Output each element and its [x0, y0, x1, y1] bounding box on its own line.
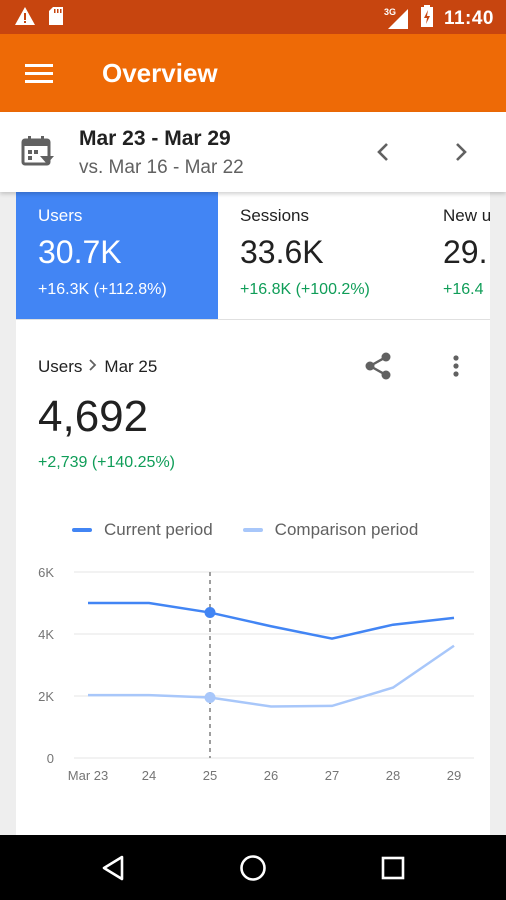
compare-range-label[interactable]: vs. Mar 16 - Mar 22	[79, 157, 244, 178]
legend-item-comparison[interactable]: Comparison period	[242, 520, 419, 540]
metric-value: 29.	[443, 234, 488, 270]
legend-item-current[interactable]: Current period	[72, 520, 213, 540]
highlight-point-comparison	[204, 691, 216, 703]
more-vert-icon[interactable]	[446, 350, 466, 382]
metric-tile-users[interactable]: Users 30.7K +16.3K (+112.8%)	[16, 192, 218, 319]
breadcrumb-date: Mar 25	[104, 357, 158, 376]
metric-delta: +16.4	[443, 281, 484, 298]
calendar-icon[interactable]	[20, 134, 56, 175]
metric-delta: +16.3K (+112.8%)	[38, 281, 167, 298]
breadcrumb-metric: Users	[38, 357, 83, 376]
series-line-comparison	[88, 644, 455, 708]
metric-value: 33.6K	[240, 234, 324, 270]
status-time: 11:40	[443, 7, 494, 29]
battery-charging-icon	[420, 4, 434, 33]
metric-label: New u	[443, 206, 490, 225]
x-tick-label: 28	[386, 768, 400, 783]
chevron-right-icon[interactable]	[446, 136, 476, 168]
x-tick-label: 25	[203, 768, 217, 783]
metric-value: 30.7K	[38, 234, 122, 270]
share-icon[interactable]	[362, 350, 394, 382]
x-tick-label: 24	[142, 768, 156, 783]
metric-tiles: Users 30.7K +16.3K (+112.8%) Sessions 33…	[16, 192, 490, 320]
metric-label: Users	[38, 206, 83, 225]
legend-swatch-current	[72, 528, 92, 532]
date-range-label[interactable]: Mar 23 - Mar 29	[79, 127, 231, 150]
legend-swatch-comparison	[242, 528, 263, 532]
chevron-left-icon[interactable]	[368, 136, 398, 168]
page-title: Overview	[102, 58, 218, 88]
back-icon[interactable]	[96, 851, 130, 885]
users-detail-card: Users Mar 25 4,692 +2,739 (+140.25%) Cur…	[16, 320, 490, 835]
metric-tile-new-users[interactable]: New u 29. +16.4	[421, 192, 490, 319]
y-tick-label: 6K	[38, 565, 54, 580]
x-tick-label: Mar 23	[68, 768, 108, 783]
x-tick-label: 29	[447, 768, 461, 783]
detail-value: 4,692	[38, 392, 149, 441]
highlight-point-current	[204, 607, 216, 619]
date-range-bar: Mar 23 - Mar 29 vs. Mar 16 - Mar 22	[0, 112, 506, 192]
status-bar: 3G 11:40	[0, 0, 506, 34]
network-type-label: 3G	[383, 6, 396, 17]
breadcrumb: Users Mar 25	[38, 357, 157, 377]
y-tick-label: 0	[47, 751, 54, 766]
y-tick-label: 2K	[38, 689, 54, 704]
metric-tile-sessions[interactable]: Sessions 33.6K +16.8K (+100.2%)	[218, 192, 420, 319]
legend-label-comparison: Comparison period	[274, 520, 419, 539]
metric-label: Sessions	[240, 206, 309, 225]
app-bar: Overview	[0, 34, 506, 112]
chart-legend: Current period Comparison period	[72, 520, 418, 540]
y-tick-label: 4K	[38, 627, 54, 642]
users-line-chart[interactable]: 0 2K 4K 6K Mar 23 24 25 26 27 28 29	[16, 560, 490, 790]
sd-card-icon	[48, 6, 64, 31]
signal-icon: 3G	[384, 7, 410, 31]
home-icon[interactable]	[236, 851, 270, 885]
legend-label-current: Current period	[104, 520, 213, 539]
recents-icon[interactable]	[376, 851, 410, 885]
system-nav-bar	[0, 835, 506, 900]
series-line-current	[88, 601, 455, 640]
metric-delta: +16.8K (+100.2%)	[240, 281, 370, 298]
menu-icon[interactable]	[22, 58, 56, 88]
x-tick-label: 26	[264, 768, 278, 783]
detail-delta: +2,739 (+140.25%)	[38, 454, 175, 471]
chevron-right-icon	[88, 357, 98, 377]
warning-icon	[14, 6, 36, 31]
x-tick-label: 27	[325, 768, 339, 783]
